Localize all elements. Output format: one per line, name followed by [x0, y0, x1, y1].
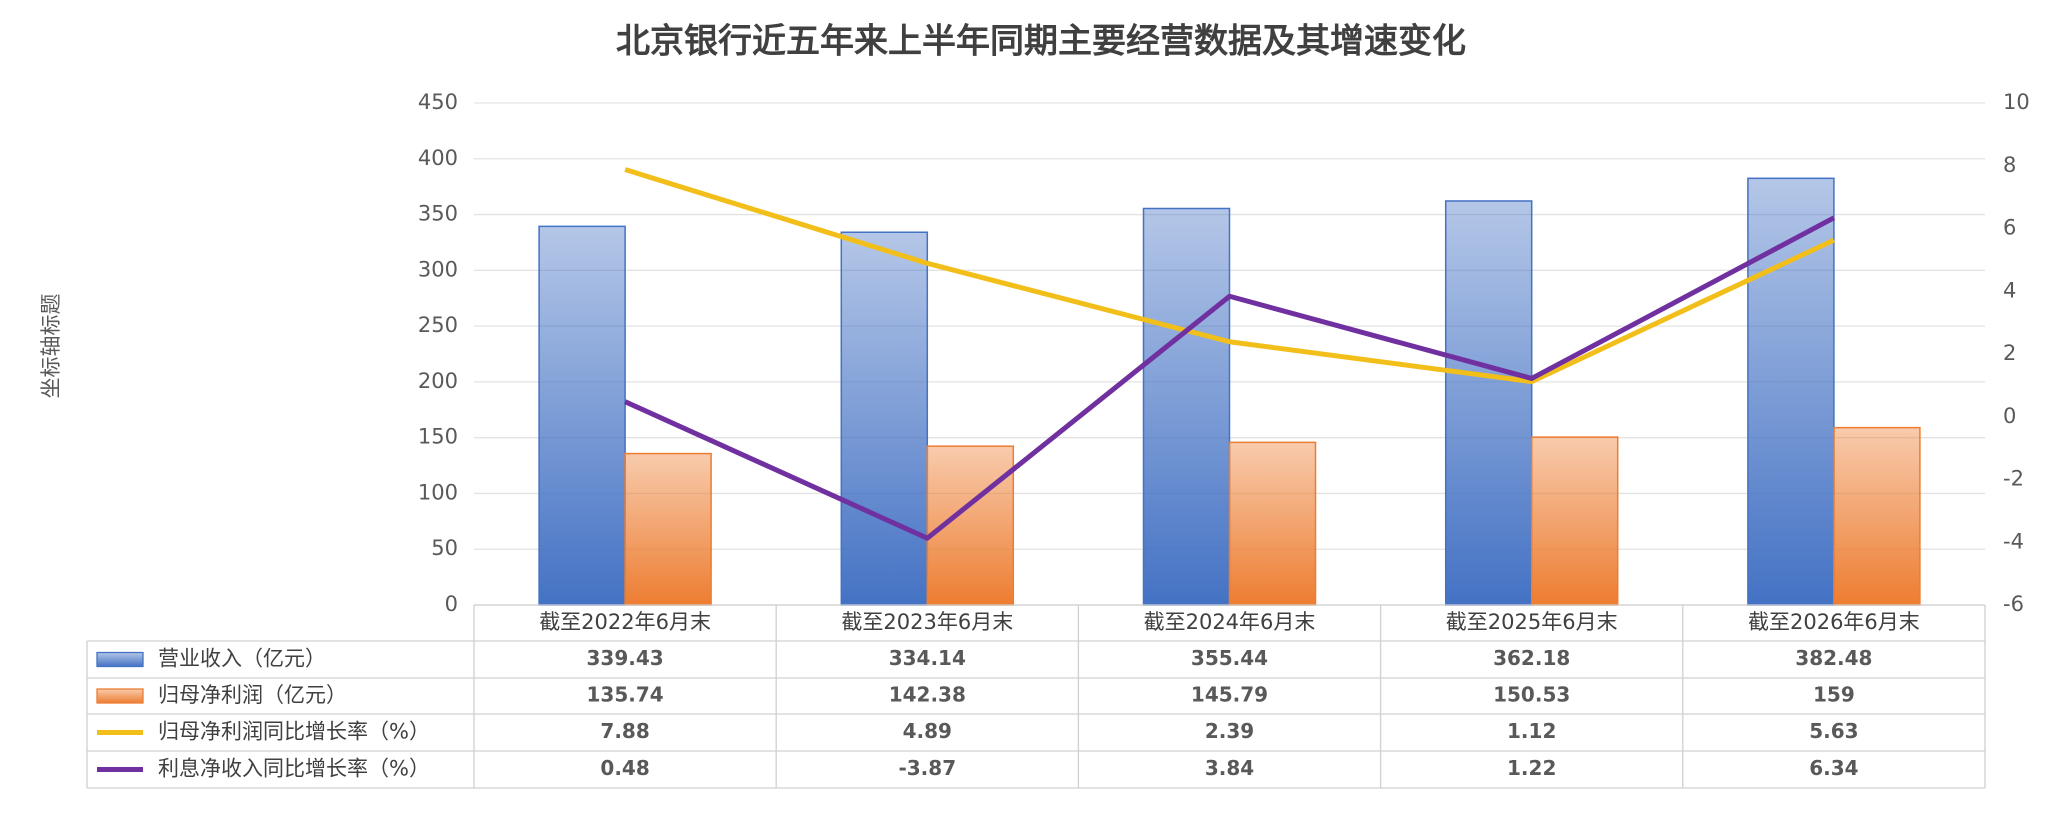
line	[624, 167, 1835, 385]
bar	[624, 452, 712, 606]
x-tick-label: 截至2022年6月末	[539, 610, 711, 634]
table-cell: 145.79	[1191, 683, 1268, 707]
table-cell: 159	[1813, 683, 1855, 707]
bar	[1228, 441, 1317, 606]
legend-swatch	[96, 688, 144, 704]
y2-tick-label: 6	[2003, 216, 2016, 240]
y-tick-label: 150	[418, 425, 458, 449]
table-cell: 2.39	[1205, 719, 1254, 743]
bar	[840, 231, 929, 606]
y2-tick-label: -4	[2003, 529, 2024, 553]
x-tick-label: 截至2026年6月末	[1748, 610, 1920, 634]
y-axis-title: 坐标轴标题	[39, 294, 63, 399]
y-tick-label: 450	[418, 90, 458, 114]
line	[624, 215, 1836, 541]
table-cell: 362.18	[1493, 646, 1570, 670]
bar	[538, 225, 626, 606]
bar	[1833, 426, 1921, 606]
table-cell: 135.74	[587, 683, 664, 707]
y-tick-label: 400	[418, 146, 458, 170]
table-cell: -3.87	[898, 756, 956, 780]
bar	[1444, 200, 1533, 606]
y-tick-label: 350	[418, 202, 458, 226]
bar	[1142, 207, 1231, 606]
y2-tick-label: 2	[2003, 341, 2016, 365]
y-tick-label: 0	[445, 592, 458, 616]
legend-label: 利息净收入同比增长率（%）	[158, 757, 430, 781]
legend-label: 归母净利润同比增长率（%）	[158, 720, 430, 744]
table-cell: 150.53	[1493, 683, 1570, 707]
y-tick-label: 100	[418, 480, 458, 504]
table-cell: 339.43	[587, 646, 664, 670]
table-cell: 355.44	[1191, 646, 1268, 670]
table-cell: 7.88	[600, 719, 649, 743]
legend-label: 归母净利润（亿元）	[158, 683, 347, 707]
table-cell: 5.63	[1809, 719, 1858, 743]
y-tick-label: 50	[431, 536, 458, 560]
table-cell: 382.48	[1795, 646, 1872, 670]
y-tick-label: 250	[418, 313, 458, 337]
x-tick-label: 截至2024年6月末	[1144, 610, 1316, 634]
chart-title: 北京银行近五年来上半年同期主要经营数据及其增速变化	[616, 22, 1466, 62]
y2-tick-label: -6	[2003, 592, 2024, 616]
table-cell: 1.12	[1507, 719, 1556, 743]
y2-tick-label: 8	[2003, 153, 2016, 177]
x-tick-label: 截至2025年6月末	[1446, 610, 1618, 634]
legend-swatch	[96, 651, 144, 668]
y-tick-label: 200	[418, 369, 458, 393]
y2-tick-label: 0	[2003, 404, 2016, 428]
y2-tick-label: 4	[2003, 278, 2016, 302]
table-cell: 0.48	[600, 756, 649, 780]
table-cell: 6.34	[1809, 756, 1858, 780]
table-cell: 4.89	[903, 719, 952, 743]
y-tick-label: 300	[418, 257, 458, 281]
legend-label: 营业收入（亿元）	[158, 647, 326, 671]
table-cell: 142.38	[889, 683, 966, 707]
table-cell: 3.84	[1205, 756, 1254, 780]
y2-tick-label: -2	[2003, 467, 2024, 491]
table-cell: 334.14	[889, 646, 966, 670]
x-tick-label: 截至2023年6月末	[841, 610, 1013, 634]
y2-tick-label: 10	[2003, 90, 2030, 114]
bar	[1530, 436, 1619, 606]
table-cell: 1.22	[1507, 756, 1556, 780]
